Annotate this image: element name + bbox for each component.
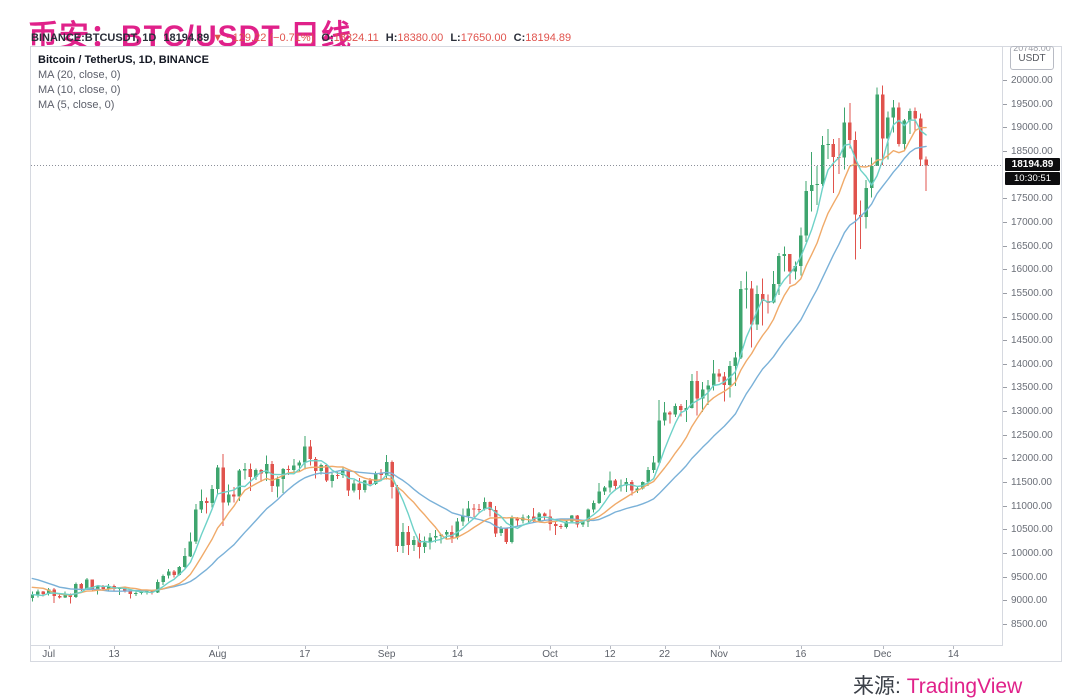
x-axis-tick <box>114 646 115 649</box>
x-axis-tick <box>550 646 551 649</box>
high-label: H: <box>385 32 398 44</box>
candles-svg[interactable] <box>31 47 1002 645</box>
chart-legend: Bitcoin / TetherUS, 1D, BINANCE MA (20, … <box>38 53 209 113</box>
bar-countdown-badge: 10:30:51 <box>1005 172 1060 186</box>
close-label: C: <box>513 32 526 44</box>
chart-plot-area[interactable]: Bitcoin / TetherUS, 1D, BINANCE MA (20, … <box>31 47 1003 646</box>
x-axis-tick <box>953 646 955 649</box>
x-axis-tick <box>304 646 306 649</box>
legend-ma10-row[interactable]: MA (10, close, 0) <box>38 84 121 96</box>
price-chart-widget: Bitcoin / TetherUS, 1D, BINANCE MA (20, … <box>30 46 1062 662</box>
x-axis-label: 13 <box>108 649 120 660</box>
x-axis-label: Nov <box>710 649 728 660</box>
clipped-top-price-label: 20748.00 <box>1013 46 1051 53</box>
x-axis-tick <box>610 646 611 649</box>
legend-ma20-row[interactable]: MA (20, close, 0) <box>38 69 121 81</box>
x-axis-label: 22 <box>658 649 671 660</box>
x-axis-label: 16 <box>795 649 807 660</box>
source-line: 来源: TradingView <box>853 670 1022 700</box>
ticker-symbol: BINANCE:BTCUSDT, 1D <box>31 32 157 44</box>
price-axis[interactable]: 20748.00 USDT 18194.89 10:30:51 20000.00… <box>1003 46 1062 645</box>
x-axis-label: Oct <box>542 649 558 660</box>
time-axis[interactable]: Jul 13 Aug 17 Sep 14 Oct 12 22 Nov 16 Dec 14 <box>31 646 1061 662</box>
x-axis-tick <box>457 646 459 649</box>
x-axis-label: 17 <box>299 649 311 660</box>
x-axis-tick <box>664 646 666 649</box>
tradingview-link[interactable]: TradingView <box>906 675 1023 698</box>
x-axis-label: 14 <box>451 649 463 660</box>
ticker-last-price: 18194.89 <box>163 32 210 44</box>
ticker-change: −129.22 (−0.71%) <box>226 32 315 44</box>
x-axis-label: 14 <box>947 649 959 660</box>
x-axis-label: Jul <box>42 649 56 660</box>
x-axis-tick <box>719 646 720 649</box>
x-axis-tick <box>386 646 388 649</box>
low-value: 17650.00 <box>460 32 507 44</box>
legend-symbol-row[interactable]: Bitcoin / TetherUS, 1D, BINANCE <box>38 54 209 66</box>
x-axis-tick <box>217 646 219 649</box>
legend-ma5-row[interactable]: MA (5, close, 0) <box>38 99 115 111</box>
source-label: 来源: <box>853 675 901 698</box>
price-down-triangle-icon: ▼ <box>212 32 224 44</box>
x-axis-label: Aug <box>208 649 227 660</box>
usdt-unit-button[interactable]: 20748.00 USDT <box>1010 46 1054 70</box>
x-axis-label: 12 <box>604 649 616 660</box>
open-label: O: <box>321 32 334 44</box>
low-label: L: <box>450 32 461 44</box>
high-value: 18380.00 <box>397 32 444 44</box>
x-axis-tick <box>882 646 884 649</box>
x-axis-tick <box>800 646 802 649</box>
open-value: 18324.11 <box>333 32 379 44</box>
x-axis-label: Dec <box>873 649 892 660</box>
x-axis-label: Sep <box>377 649 396 660</box>
current-price-badge: 18194.89 <box>1005 158 1060 172</box>
ticker-status-row: BINANCE:BTCUSDT, 1D 18194.89 ▼ −129.22 (… <box>31 32 571 44</box>
x-axis-tick <box>48 646 50 649</box>
close-value: 18194.89 <box>525 32 572 44</box>
